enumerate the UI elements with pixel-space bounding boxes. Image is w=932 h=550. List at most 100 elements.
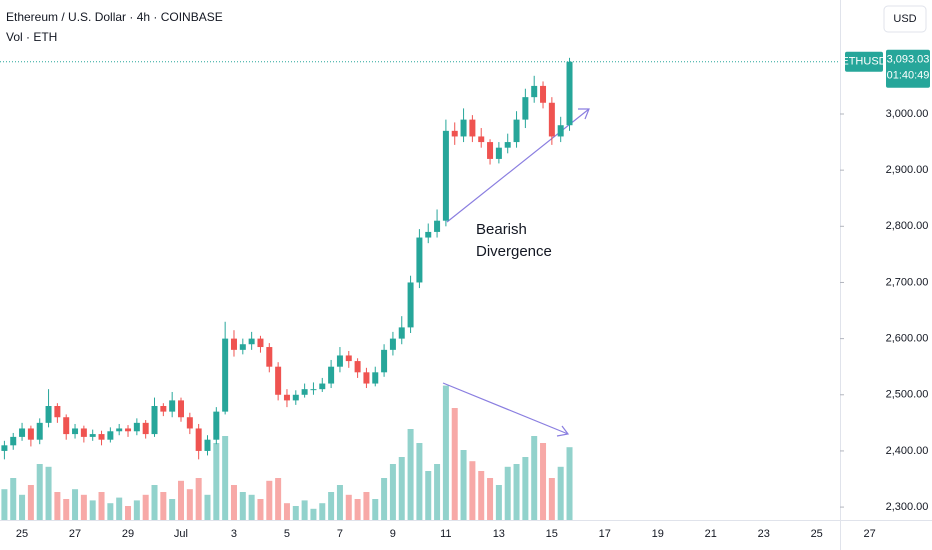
volume-bar [328,492,335,520]
candle-body [116,428,123,432]
chart-title: Ethereum / U.S. Dollar · 4h · COINBASE [6,10,223,24]
candle-body [301,389,308,395]
x-tick-label: 3 [231,528,237,540]
candle-body [266,347,273,367]
volume-bar [548,478,555,520]
candle-body [407,282,414,328]
countdown: 01:40:49 [887,70,930,82]
y-tick-label: 2,300.00 [886,501,929,513]
x-tick-label: Jul [174,528,188,540]
volume-bar [557,466,564,520]
symbol-tag-bg [845,51,883,72]
candle-body [442,130,449,221]
annotation-text: Divergence [476,243,552,260]
candle-body [72,428,79,435]
volume-bar [213,443,220,520]
candle-body [354,361,361,373]
candle-body [239,344,246,350]
volume-bar [257,499,264,520]
candle-body [98,434,105,440]
volume-bar [107,503,114,520]
candle-body [1,445,8,451]
volume-bar [319,503,326,520]
candle-body [319,383,326,390]
candle-body [186,417,193,429]
candle-body [283,394,290,401]
volume-bar [513,464,520,520]
candle-body [292,394,299,401]
volume-bar [230,485,237,520]
candle-body [381,349,388,373]
candle-body [45,406,52,423]
candle-body [10,436,17,446]
candle-body [522,97,529,120]
volume-bar [54,492,61,520]
candle-body [451,130,458,137]
currency-button[interactable] [883,5,927,33]
y-tick-label: 2,400.00 [886,445,929,457]
candle-body [27,428,34,440]
candle-body [398,327,405,339]
x-tick-label: 19 [652,528,664,540]
volume-bar [10,478,17,520]
volume-bar [72,489,79,520]
candle-body [336,355,343,367]
volume-bar [275,478,282,520]
candle-body [107,431,114,440]
volume-bar [292,506,299,520]
volume-bar [504,466,511,520]
arrow-line [446,108,590,223]
volume-bar [345,494,352,520]
candle-body [54,406,61,418]
candle-body [80,428,87,437]
volume-bar [222,436,229,520]
arrow-line [442,382,569,435]
candle-body [275,366,282,395]
currency-button-label[interactable]: USD [893,13,916,25]
candle-body [504,142,511,148]
volume-bar [566,447,573,520]
volume-bar [495,485,502,520]
candle-body [469,119,476,137]
annotation-text: Bearish [476,221,527,238]
x-tick-label: 11 [440,528,451,540]
candle-body [372,372,379,384]
candle-body [540,85,547,103]
x-tick-label: 9 [390,528,396,540]
x-tick-label: 27 [69,528,81,540]
candle-body [204,439,211,451]
candle-body [310,389,317,391]
volume-bar [336,485,343,520]
volume-bar [540,443,547,520]
volume-bar [487,478,494,520]
x-tick-label: 25 [811,528,823,540]
volume-bar [142,494,149,520]
x-tick-label: 27 [864,528,876,540]
candle-body [548,102,555,137]
volume-bar [204,494,211,520]
candle-body [495,147,502,159]
x-tick-label: 7 [337,528,343,540]
x-tick-label: 21 [705,528,717,540]
volume-bar [407,429,414,520]
volume-bar [27,485,34,520]
candle-body [213,411,220,440]
y-tick-label: 2,600.00 [886,333,929,345]
candle-body [328,366,335,384]
last-price-label: 3,093.03 [887,54,930,66]
volume-bar [398,457,405,520]
volume-bar [89,500,96,520]
volume-bar [178,480,184,520]
volume-bar [522,457,529,520]
candle-body [389,338,396,350]
volume-bar [239,492,246,520]
volume-bar [186,489,193,520]
y-tick-label: 2,500.00 [886,389,929,401]
x-tick-label: 15 [546,528,558,540]
candle-body [363,372,370,384]
volume-bar [460,450,467,520]
volume-bar [301,500,308,520]
candle-body [487,142,494,159]
candle-body [169,400,176,412]
